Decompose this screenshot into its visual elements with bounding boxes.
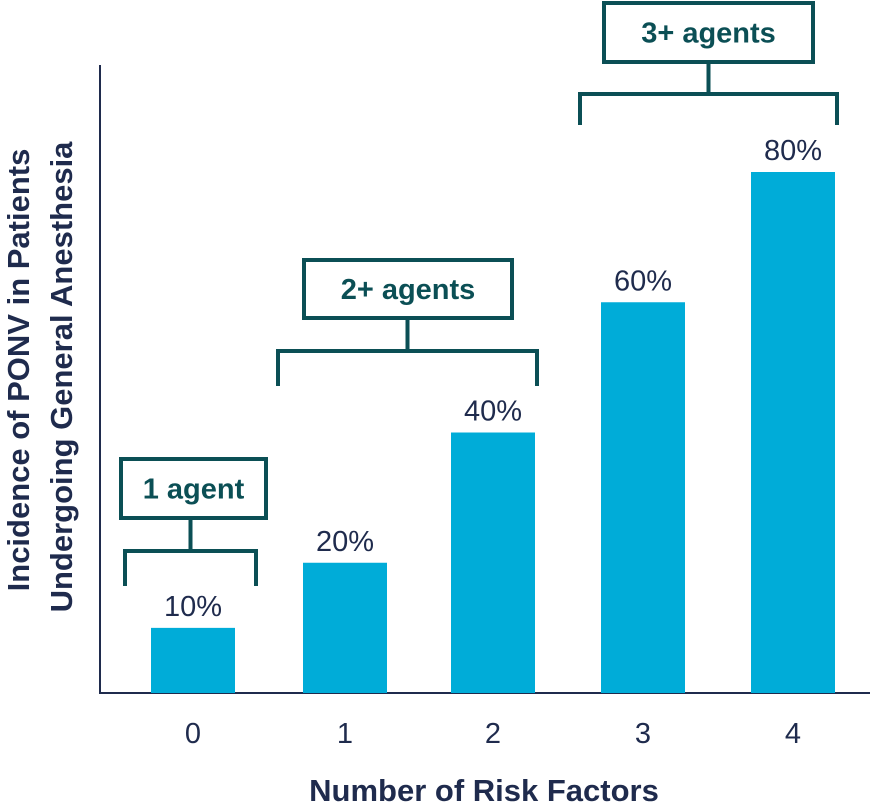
annotation-2: 2+ agents: [276, 258, 539, 386]
annotation-bracket-2: [276, 349, 539, 386]
y-axis-title-line-1: Incidence of PONV in Patients: [1, 149, 36, 592]
x-axis-title: Number of Risk Factors: [309, 773, 659, 808]
annotation-3: 3+ agents: [578, 1, 839, 125]
bar-4: [751, 172, 835, 693]
annotation-box-2: [302, 258, 514, 320]
annotation-label-2: 2+ agents: [341, 274, 476, 306]
data-label-0: 10%: [164, 591, 222, 623]
annotation-box-3: [602, 1, 815, 64]
x-tick-label-2: 2: [485, 718, 501, 750]
annotation-box-1: [119, 457, 268, 520]
data-label-3: 60%: [614, 265, 672, 297]
y-axis-title-line-2: Undergoing General Anesthesia: [44, 141, 79, 613]
bar-3: [601, 302, 685, 693]
annotation-label-3: 3+ agents: [641, 18, 776, 50]
x-tick-label-3: 3: [635, 718, 651, 750]
data-label-1: 20%: [316, 526, 374, 558]
data-label-4: 80%: [764, 135, 822, 167]
x-tick-label-0: 0: [185, 718, 201, 750]
bar-1: [303, 562, 387, 693]
annotation-label-1: 1 agent: [143, 474, 245, 506]
data-label-2: 40%: [464, 396, 522, 428]
x-tick-label-4: 4: [785, 718, 801, 750]
annotation-1: 1 agent: [119, 457, 268, 586]
annotation-bracket-1: [123, 549, 258, 586]
annotation-bracket-3: [578, 92, 839, 125]
bar-2: [451, 432, 535, 693]
x-tick-label-1: 1: [337, 718, 353, 750]
bar-0: [151, 627, 235, 693]
y-axis-title: Incidence of PONV in Patients Undergoing…: [1, 141, 79, 613]
